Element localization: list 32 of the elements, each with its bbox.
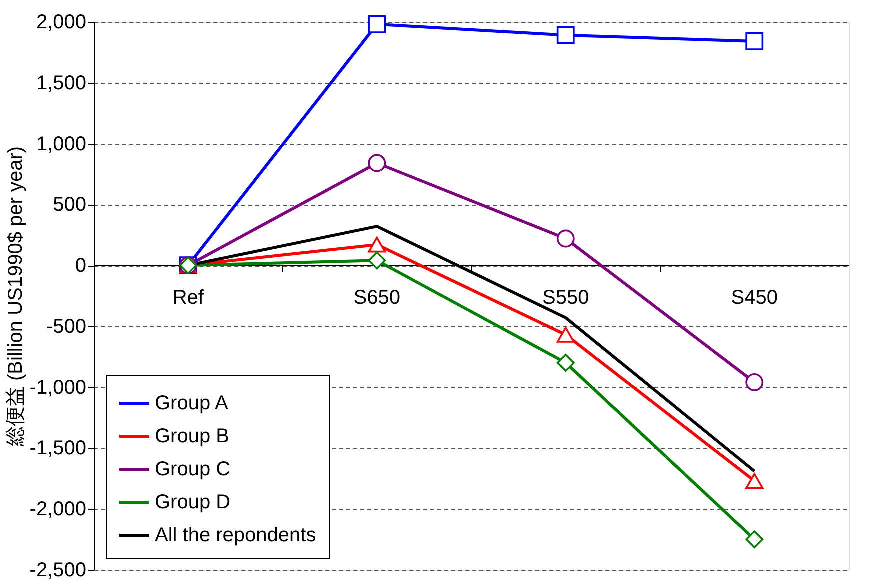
y-tick-label: 1,000 — [36, 133, 86, 156]
y-tick-label: 500 — [53, 194, 86, 216]
legend-label: Group C — [155, 458, 231, 480]
point — [368, 15, 386, 34]
y-axis-title: 総便益 (Billion US1990$ per year) — [4, 146, 27, 448]
point — [368, 236, 386, 253]
legend-label: Group A — [155, 392, 230, 414]
y-tick-label: -2,500 — [30, 560, 86, 582]
x-tick-label: Ref — [172, 287, 204, 310]
point — [556, 26, 575, 44]
y-tick-label: -1,000 — [30, 376, 86, 399]
point — [556, 327, 575, 343]
y-tick-label: -2,000 — [30, 498, 86, 521]
point — [368, 154, 386, 172]
y-tick-label: 1,500 — [36, 72, 86, 94]
point — [556, 354, 575, 372]
legend-label: Group D — [155, 492, 231, 514]
legend-label: Group B — [155, 426, 230, 448]
legend-label: All the repondents — [155, 524, 316, 546]
y-tick-label: -1,500 — [30, 438, 86, 460]
point — [746, 32, 764, 50]
x-tick-label: S650 — [354, 287, 400, 310]
x-tick-label: S450 — [731, 287, 778, 310]
point — [556, 230, 575, 248]
x-tick-label: S550 — [542, 287, 590, 310]
y-tick-label: 2,000 — [36, 12, 86, 34]
y-tick-label: 0 — [75, 255, 86, 278]
y-tick-label: -500 — [46, 316, 86, 338]
point — [368, 252, 386, 270]
point — [746, 374, 764, 392]
point — [746, 530, 764, 549]
point — [746, 473, 764, 489]
